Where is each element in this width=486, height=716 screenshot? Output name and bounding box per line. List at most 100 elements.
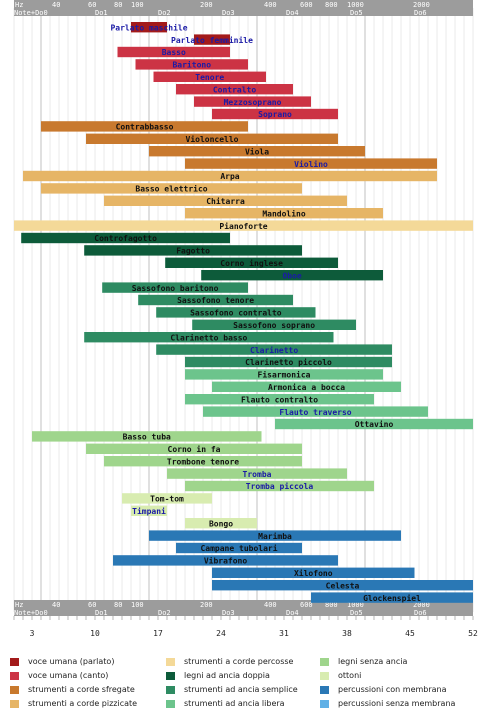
- range-bar: [32, 431, 262, 442]
- legend-label: percussioni con membrana: [338, 685, 447, 694]
- bar-label: Flauto traverso: [279, 408, 351, 417]
- range-bar: [21, 232, 231, 244]
- hz-tick-label: 40: [52, 601, 60, 609]
- bar-label: Clarinetto: [250, 345, 298, 355]
- hz-tick-label: 800: [325, 601, 338, 609]
- range-bar: [156, 344, 392, 355]
- hz-tick-label: 800: [325, 1, 338, 9]
- bar-label: Tenore: [195, 73, 224, 82]
- legend-label: strumenti a corde percosse: [184, 657, 294, 666]
- note-axis-band: [14, 8, 473, 16]
- bar-label: Marimba: [258, 531, 292, 541]
- bar-label: Soprano: [258, 110, 292, 119]
- range-bar: [185, 356, 392, 368]
- legend-label: ottoni: [338, 671, 362, 680]
- bar-label: Ottavino: [355, 419, 394, 429]
- bar-label: Contralto: [213, 85, 257, 94]
- legend-swatch: [10, 700, 19, 708]
- note-tick-label: Note+Do0: [14, 9, 48, 17]
- legend-label: voce umana (canto): [28, 671, 109, 680]
- range-bar: [113, 555, 338, 566]
- range-bar: [176, 542, 302, 554]
- range-bar: [84, 332, 334, 343]
- bar-label: Basso tuba: [123, 433, 171, 442]
- range-bar: [41, 121, 248, 132]
- hz-tick-label: 1000: [347, 601, 364, 609]
- range-bar: [185, 369, 383, 380]
- note-tick-label: Do6: [414, 609, 427, 617]
- range-bar: [104, 195, 347, 206]
- bar-label: Parlato femminile: [171, 35, 253, 45]
- bar-label: Clarinetto basso: [170, 332, 247, 342]
- bar-label: Flauto contralto: [241, 395, 318, 404]
- bar-label: Bongo: [209, 519, 233, 528]
- legend: voce umana (parlato) voce umana (canto) st…: [0, 648, 486, 716]
- range-bar: [185, 480, 374, 492]
- key-tick-label: 3: [30, 629, 35, 638]
- hz-tick-label: Hz: [15, 601, 23, 609]
- key-tick-label: 31: [279, 629, 289, 638]
- bar-label: Corno in fa: [168, 444, 221, 454]
- range-bar: [185, 394, 374, 405]
- note-tick-label: Do1: [95, 609, 108, 617]
- legend-label: percussioni senza membrana: [338, 699, 456, 708]
- bar-label: Tromba piccola: [246, 481, 314, 491]
- range-bar: [212, 580, 473, 591]
- hz-tick-label: 100: [131, 1, 144, 9]
- hz-tick-label: 1000: [347, 1, 364, 9]
- range-bar: [185, 158, 437, 169]
- range-bar: [149, 530, 401, 541]
- bar-label: Basso: [162, 48, 186, 57]
- hz-tick-label: 2000: [413, 1, 430, 9]
- bar-label: Fagotto: [176, 247, 210, 256]
- bar-label: Parlato maschile: [110, 22, 187, 32]
- range-bar: [176, 84, 293, 95]
- range-bar: [212, 567, 415, 578]
- range-bar: [156, 307, 316, 318]
- bar-label: Arpa: [220, 172, 239, 181]
- instrument-range-chart: Hz 40 60 80 100 200 400 600 800 1000 2000 Hz 40 60 80 1…: [13, 0, 478, 638]
- range-bar: [275, 418, 473, 430]
- bar-label: Controfagotto: [94, 234, 157, 243]
- range-bar: [212, 381, 401, 392]
- range-bar: [153, 71, 266, 82]
- hz-tick-label: 600: [300, 601, 313, 609]
- bar-label: Trombone tenore: [167, 457, 239, 466]
- bar-label: Celesta: [326, 581, 360, 590]
- legend-label: strumenti ad ancia semplice: [184, 685, 298, 694]
- key-tick-label: 45: [405, 629, 415, 638]
- legend-swatch: [166, 686, 175, 694]
- note-tick-label: Do1: [95, 9, 108, 17]
- range-bar: [185, 208, 383, 219]
- hz-tick-label: 600: [300, 1, 313, 9]
- bar-label: Basso elettrico: [135, 184, 207, 194]
- bar-label: Fisarmonica: [258, 370, 311, 380]
- note-tick-label: Do5: [350, 9, 363, 17]
- range-bar: [23, 170, 437, 182]
- note-tick-label: Do2: [158, 609, 171, 617]
- hz-tick-label: 80: [114, 601, 122, 609]
- bar-label: Contrabbasso: [116, 123, 174, 132]
- bar-label: Vibrafono: [204, 556, 248, 566]
- legend-label: strumenti a corde pizzicate: [28, 699, 138, 708]
- range-bar: [135, 59, 248, 70]
- legend-swatch: [10, 658, 19, 666]
- legend-swatch: [166, 658, 175, 666]
- bar-label: Clarinetto piccolo: [245, 357, 332, 367]
- note-tick-label: Do3: [222, 9, 235, 17]
- hz-axis-band: [14, 0, 473, 8]
- range-bar: [138, 294, 293, 306]
- bar-label: Tromba: [243, 470, 272, 479]
- key-tick-label: 10: [90, 629, 100, 638]
- note-tick-label: Do4: [286, 9, 299, 17]
- bar-label: Sassofono contralto: [190, 309, 282, 318]
- range-bar: [194, 96, 311, 107]
- range-bar: [192, 319, 356, 330]
- hz-tick-label: 400: [264, 1, 277, 9]
- hz-tick-label: 200: [200, 601, 213, 609]
- bar-label: Sassofono tenore: [177, 296, 254, 305]
- key-tick-label: 38: [342, 629, 352, 638]
- note-tick-label: Note+Do0: [14, 609, 48, 617]
- range-bar: [131, 505, 167, 516]
- range-bar: [131, 22, 167, 33]
